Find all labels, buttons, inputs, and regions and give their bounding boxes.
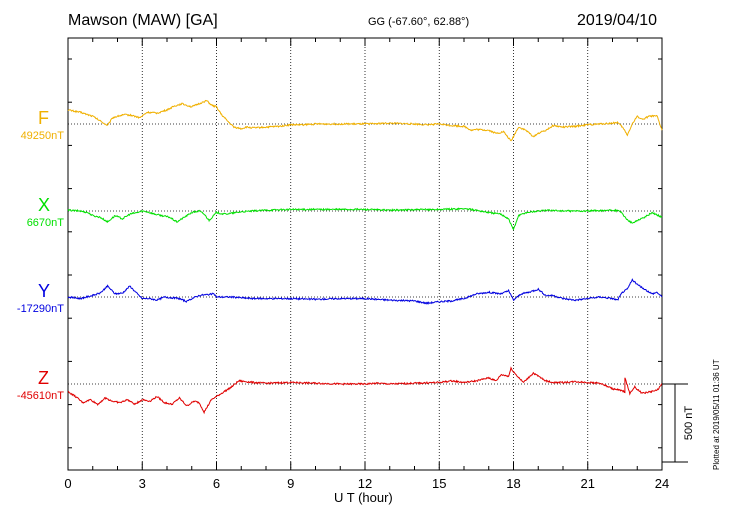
plot-date: 2019/04/10: [577, 12, 658, 29]
baseline-value-x: 6670nT: [26, 217, 64, 229]
scale-bar-label: 500 nT: [683, 406, 695, 441]
component-label-z: Z: [38, 368, 49, 388]
station-coordinates: GG (-67.60°, 62.88°): [368, 16, 470, 28]
component-label-f: F: [38, 108, 49, 128]
x-tick-label: 18: [506, 476, 520, 491]
baseline-value-z: -45610nT: [16, 390, 64, 402]
plotted-timestamp: Plotted at 2019/05/11 01:36 UT: [712, 359, 721, 470]
x-tick-label: 12: [358, 476, 372, 491]
component-label-y: Y: [38, 281, 51, 301]
x-tick-label: 21: [581, 476, 595, 491]
x-tick-label: 24: [655, 476, 669, 491]
x-tick-label: 0: [64, 476, 71, 491]
x-tick-label: 15: [432, 476, 446, 491]
trace-z: [67, 366, 663, 415]
station-title: Mawson (MAW) [GA]: [68, 12, 218, 29]
baseline-value-f: 49250nT: [20, 130, 64, 142]
baseline-value-y: -17290nT: [16, 303, 64, 315]
x-axis-label: U T (hour): [334, 490, 393, 505]
trace-f: [67, 99, 663, 142]
x-tick-label: 9: [287, 476, 294, 491]
component-label-x: X: [38, 195, 51, 215]
trace-x: [67, 207, 663, 231]
x-tick-label: 6: [213, 476, 220, 491]
trace-y: [67, 278, 663, 305]
x-tick-label: 3: [139, 476, 146, 491]
